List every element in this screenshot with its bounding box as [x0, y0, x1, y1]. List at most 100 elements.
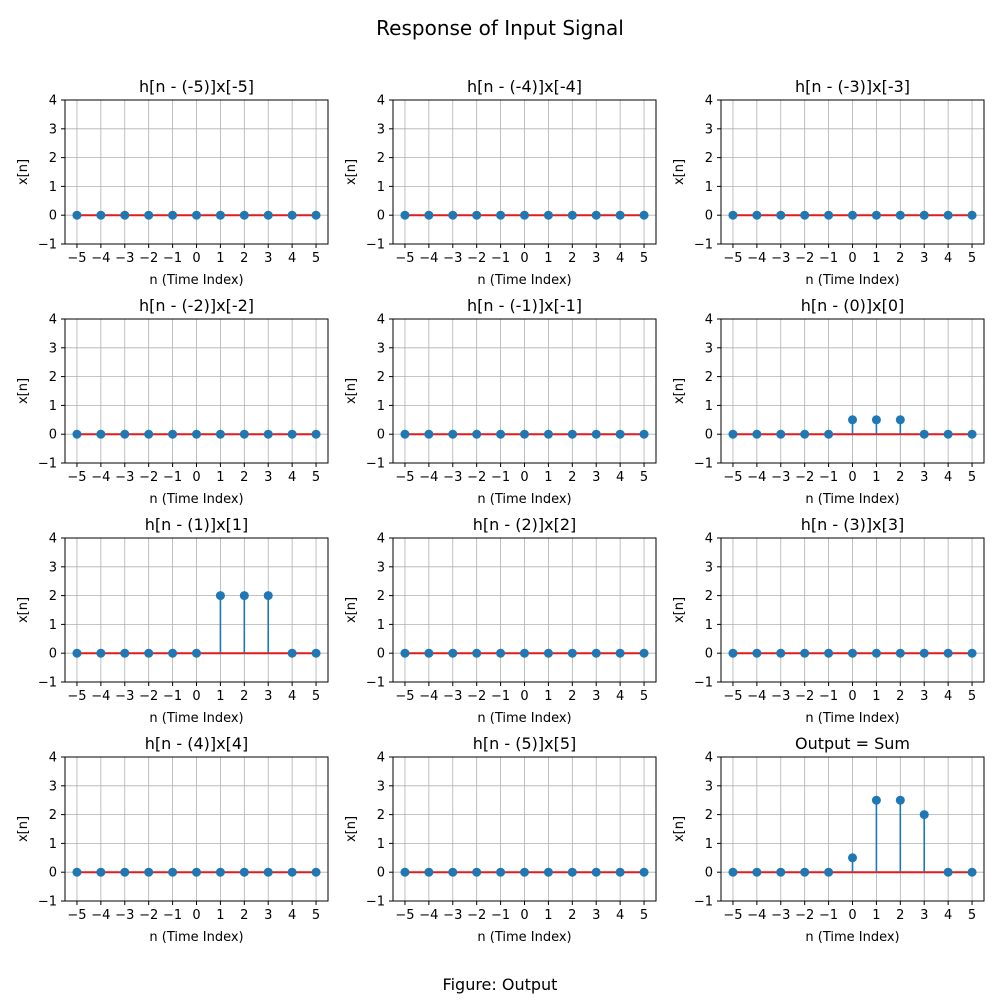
- y-axis-label: x[n]: [344, 378, 359, 404]
- x-tick-label: −5: [723, 470, 742, 485]
- stem-marker: [728, 867, 738, 877]
- y-axis-label: x[n]: [344, 159, 359, 185]
- stem-marker: [567, 429, 577, 439]
- x-tick-label: 1: [216, 251, 224, 266]
- stem-marker: [168, 867, 178, 877]
- subplot-3: −5 −4 −3 −2 −1 0 1 2 3 4 5 −1 0 1 2 3 4 h[n - (-3)]x[-3] n…: [672, 77, 985, 288]
- x-tick-label: 4: [944, 689, 952, 704]
- stem-marker: [472, 210, 482, 220]
- x-tick-label: 3: [264, 470, 272, 485]
- subplot-title: h[n - (-1)]x[-1]: [467, 296, 582, 315]
- x-tick-label: −5: [67, 908, 86, 923]
- y-tick-label: 0: [49, 866, 57, 881]
- y-tick-label: 3: [49, 560, 57, 575]
- x-tick-label: 4: [616, 908, 624, 923]
- x-tick-label: −1: [819, 689, 838, 704]
- x-axis-label: n (Time Index): [477, 492, 571, 507]
- x-tick-label: 0: [192, 251, 200, 266]
- x-tick-label: 2: [896, 251, 904, 266]
- x-tick-label: −4: [747, 689, 766, 704]
- y-tick-label: 0: [49, 209, 57, 224]
- stem-marker: [848, 648, 857, 658]
- stem-marker: [543, 867, 553, 877]
- y-tick-label: 1: [705, 837, 713, 852]
- stem-marker: [496, 648, 506, 658]
- stem-marker: [311, 648, 321, 658]
- stem-marker: [848, 853, 857, 863]
- x-tick-label: −2: [139, 908, 158, 923]
- x-tick-label: 2: [896, 470, 904, 485]
- stem-marker: [192, 429, 201, 439]
- stem-marker: [263, 429, 273, 439]
- x-tick-label: −1: [819, 251, 838, 266]
- x-tick-label: −3: [115, 689, 134, 704]
- stem-marker: [263, 210, 273, 220]
- x-tick-label: 2: [240, 251, 248, 266]
- y-tick-label: 2: [705, 370, 713, 385]
- stem-marker: [919, 210, 929, 220]
- x-tick-label: −2: [795, 251, 814, 266]
- x-axis-label: n (Time Index): [149, 930, 243, 945]
- stem-marker: [520, 648, 529, 658]
- y-tick-label: 3: [377, 560, 385, 575]
- stem-marker: [311, 210, 321, 220]
- stem-marker: [967, 648, 977, 658]
- subplot-title: h[n - (2)]x[2]: [473, 515, 577, 534]
- stem-marker: [776, 429, 786, 439]
- x-tick-label: −3: [115, 470, 134, 485]
- y-tick-label: 0: [377, 209, 385, 224]
- y-tick-label: 4: [705, 94, 713, 109]
- y-tick-label: 4: [705, 313, 713, 328]
- stem-marker: [800, 648, 810, 658]
- stem-marker: [943, 867, 953, 877]
- y-tick-label: 2: [377, 151, 385, 166]
- stem-marker: [567, 867, 577, 877]
- subplot-5: −5 −4 −3 −2 −1 0 1 2 3 4 5 −1 0 1 2 3 4 h[n - (-1)]x[-1] n…: [344, 296, 657, 507]
- x-tick-label: 2: [896, 689, 904, 704]
- x-tick-label: 5: [968, 689, 976, 704]
- x-tick-label: 1: [872, 470, 880, 485]
- x-tick-label: −3: [771, 251, 790, 266]
- stem-marker: [287, 648, 297, 658]
- stem-marker: [72, 429, 82, 439]
- y-tick-label: 2: [49, 151, 57, 166]
- stem-marker: [472, 867, 482, 877]
- x-tick-label: −4: [419, 689, 438, 704]
- stem-marker: [639, 429, 649, 439]
- x-tick-label: −4: [419, 908, 438, 923]
- stem-marker: [591, 429, 601, 439]
- stem-marker: [824, 210, 834, 220]
- y-tick-label: 2: [705, 808, 713, 823]
- stem-marker: [848, 415, 857, 425]
- x-tick-label: 3: [592, 251, 600, 266]
- stem-marker: [776, 867, 786, 877]
- x-tick-label: 1: [216, 908, 224, 923]
- x-tick-label: −2: [467, 251, 486, 266]
- subplot-6: −5 −4 −3 −2 −1 0 1 2 3 4 5 −1 0 1 2 3 4 h[n - (0)]x[0] n (…: [672, 296, 985, 507]
- stem-marker: [728, 429, 738, 439]
- y-tick-label: 3: [377, 341, 385, 356]
- y-tick-label: 2: [49, 370, 57, 385]
- stem-marker: [871, 648, 881, 658]
- y-tick-label: 0: [705, 428, 713, 443]
- stem-marker: [448, 648, 458, 658]
- x-tick-label: −1: [491, 908, 510, 923]
- x-tick-label: 4: [616, 470, 624, 485]
- y-tick-label: 2: [705, 151, 713, 166]
- x-tick-label: 0: [192, 689, 200, 704]
- x-tick-label: −3: [771, 908, 790, 923]
- x-tick-label: −5: [395, 689, 414, 704]
- x-tick-label: 3: [592, 908, 600, 923]
- y-tick-label: 1: [49, 837, 57, 852]
- x-tick-label: −1: [819, 908, 838, 923]
- stem-marker: [192, 210, 201, 220]
- stem-marker: [728, 648, 738, 658]
- stem-marker: [239, 429, 249, 439]
- x-tick-label: −2: [467, 908, 486, 923]
- subplot-8: −5 −4 −3 −2 −1 0 1 2 3 4 5 −1 0 1 2 3 4 h[n - (2)]x[2] n (…: [344, 515, 657, 726]
- x-tick-label: 0: [520, 908, 528, 923]
- stem-marker: [120, 210, 130, 220]
- stem-marker: [287, 867, 297, 877]
- subplot-11: −5 −4 −3 −2 −1 0 1 2 3 4 5 −1 0 1 2 3 4 h[n - (5)]x[5] n (…: [344, 734, 657, 945]
